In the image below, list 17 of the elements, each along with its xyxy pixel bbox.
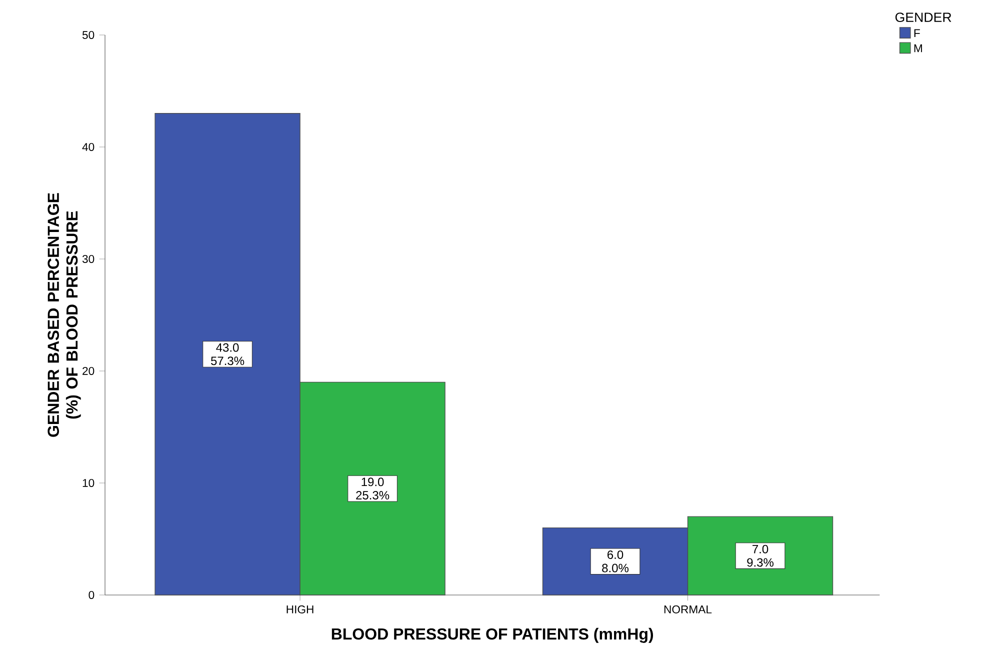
data-label: 43.0 57.3% xyxy=(210,343,244,366)
x-tick-label: HIGH xyxy=(286,605,314,614)
data-label: 6.0 8.0% xyxy=(602,550,628,572)
data-label: 19.0 25.3% xyxy=(356,478,390,500)
legend-label: F xyxy=(914,29,920,38)
y-tick-label: 40 xyxy=(82,142,94,151)
x-axis-title: BLOOD PRESSURE OF PATIENTS (mmHg) xyxy=(332,628,654,643)
data-label: 7.0 9.3% xyxy=(747,544,774,567)
x-tick-label: NORMAL xyxy=(664,605,712,614)
legend-title: GENDER xyxy=(895,12,952,22)
y-tick-label: 20 xyxy=(82,366,94,375)
y-tick-label: 0 xyxy=(88,590,94,599)
legend-label: M xyxy=(914,44,922,52)
y-tick-label: 30 xyxy=(82,254,94,263)
y-axis-title: GENDER BASED PERCENTAGE (%) OF BLOOD PRESSURE xyxy=(48,193,81,437)
y-tick-label: 50 xyxy=(82,30,94,39)
y-tick-label: 10 xyxy=(82,478,94,487)
